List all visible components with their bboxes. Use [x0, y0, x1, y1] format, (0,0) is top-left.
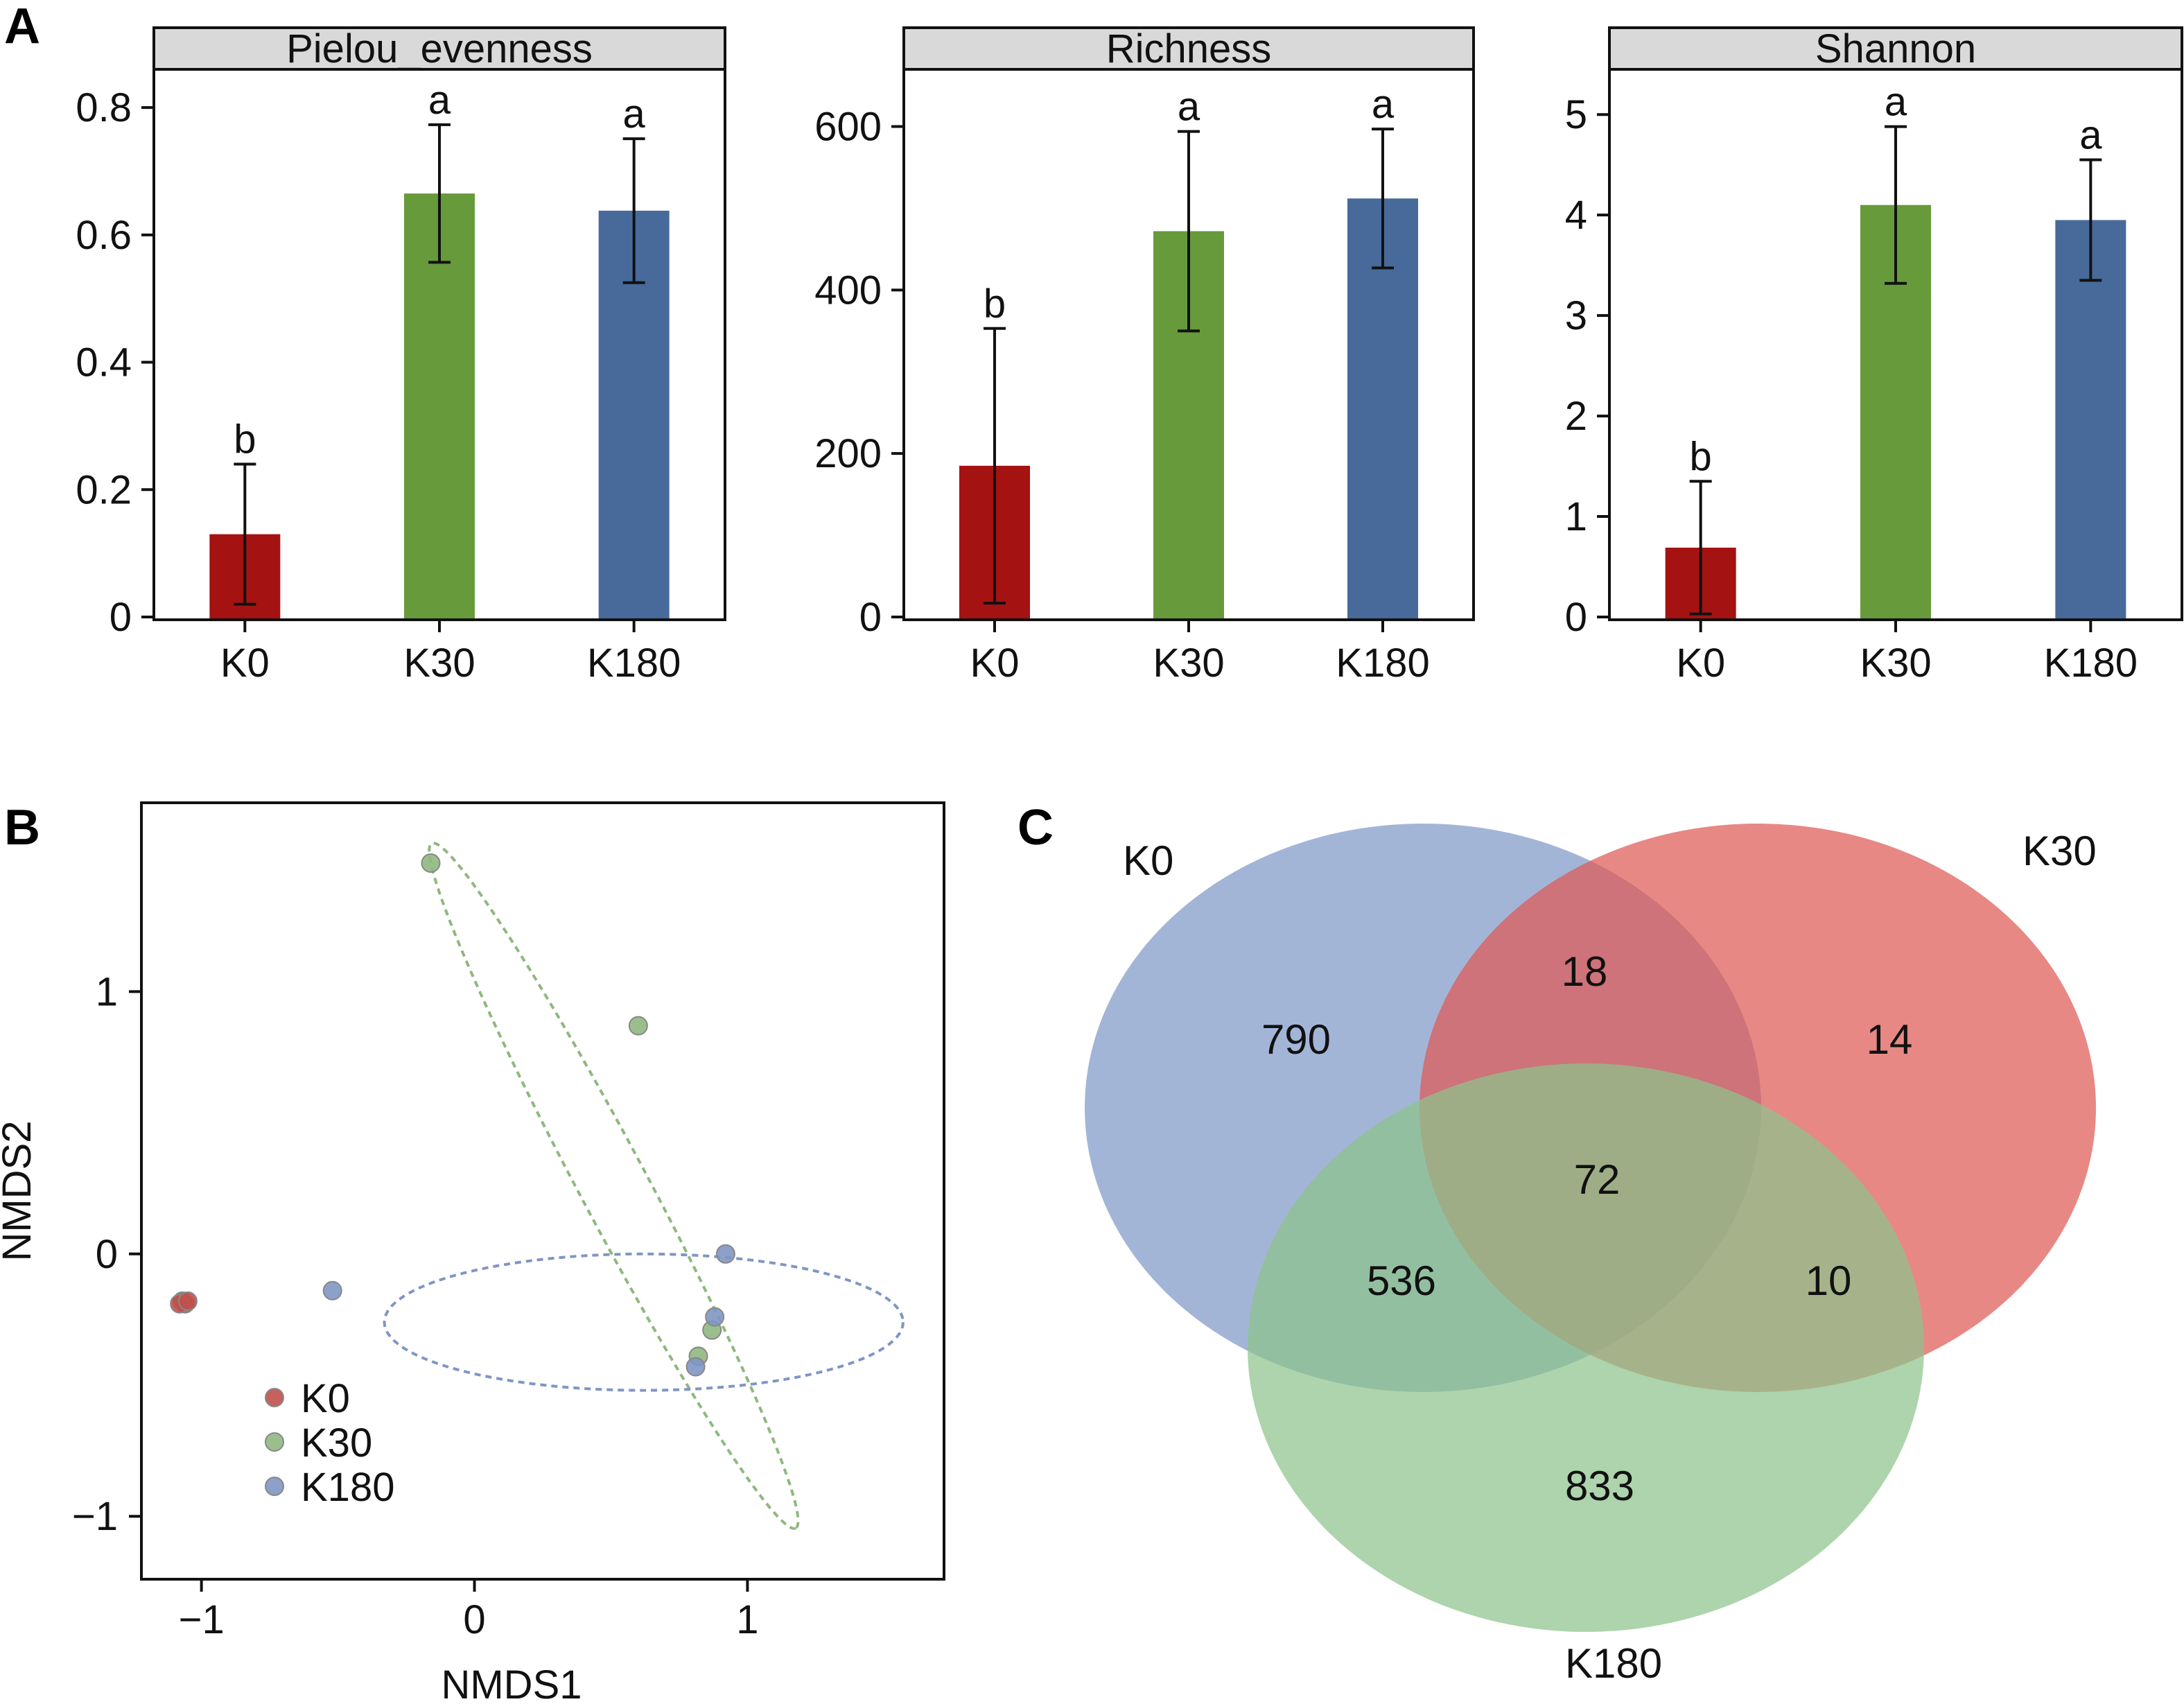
legend-label-k30: K30 — [301, 1420, 372, 1466]
y-tick-label: 5 — [1565, 92, 1587, 137]
point-k180 — [685, 1357, 706, 1377]
x-tick-label-k180: K180 — [1336, 641, 1429, 686]
strip-title: Shannon — [1815, 26, 1976, 71]
y-tick-label: 600 — [814, 105, 882, 150]
legend-label-k0: K0 — [301, 1376, 350, 1421]
strip-header — [1608, 26, 2183, 71]
y-axis-title: NMDS2 — [0, 1120, 40, 1261]
y-tick-label: 0.6 — [76, 213, 132, 258]
y-tick-label: 0.4 — [76, 340, 132, 385]
x-tick-label-k0: K0 — [220, 641, 270, 686]
significance-letter-k30: a — [1885, 80, 1907, 125]
y-tick-label: 1 — [1565, 494, 1587, 539]
y-tick-label: 2 — [1565, 394, 1587, 439]
x-tick-label-k30: K30 — [403, 641, 475, 686]
venn-count-k0-only: 790 — [1261, 1016, 1331, 1063]
nmds-frame — [140, 801, 945, 1581]
venn-count-k0-k30: 18 — [1562, 948, 1608, 995]
y-tick-label: 0 — [859, 595, 882, 640]
x-tick-label: 1 — [736, 1597, 758, 1642]
confidence-ellipse-k30 — [428, 842, 800, 1530]
x-tick-label-k0: K0 — [1676, 641, 1725, 686]
point-k180 — [322, 1280, 342, 1301]
venn-count-k180-only: 833 — [1565, 1463, 1634, 1509]
significance-letter-k180: a — [1372, 82, 1395, 127]
bar-k180 — [2055, 220, 2126, 619]
bar-chart-shannon: Shannon 0 1 2 3 4 5 b K0 a K30 a K180 — [1565, 26, 2183, 686]
confidence-ellipse-k180 — [383, 1252, 905, 1392]
y-tick-label: 4 — [1565, 193, 1587, 238]
venn-count-all: 72 — [1574, 1156, 1620, 1203]
point-k30 — [421, 853, 441, 873]
significance-letter-k30: a — [1178, 85, 1200, 130]
significance-letter-k0: b — [984, 281, 1006, 327]
strip-title: Pielou_evenness — [286, 26, 593, 71]
bar-k30 — [404, 193, 475, 618]
y-tick-label: 1 — [96, 969, 118, 1014]
x-tick-label-k180: K180 — [587, 641, 681, 686]
x-axis-title: NMDS1 — [441, 1662, 582, 1704]
legend-label-k180: K180 — [301, 1465, 394, 1510]
significance-letter-k0: b — [1690, 434, 1712, 479]
series-k30 — [421, 842, 800, 1530]
venn-count-k30-only: 14 — [1867, 1016, 1913, 1063]
y-tick-label: 400 — [814, 268, 882, 313]
x-tick-label-k30: K30 — [1860, 641, 1931, 686]
x-tick-label-k30: K30 — [1153, 641, 1224, 686]
bar-charts: Pielou_evenness 0 0.2 0.4 0.6 0.8 b K0 a K30 a K180… — [76, 26, 2183, 686]
y-tick-label: −1 — [72, 1494, 118, 1539]
point-k30 — [628, 1016, 648, 1036]
bar-chart-richness: Richness 0 200 400 600 b K0 a K30 a K180 — [814, 26, 1475, 686]
venn-count-k30-k180: 10 — [1806, 1258, 1852, 1304]
x-tick-label: 0 — [463, 1597, 485, 1642]
strip-title: Richness — [1106, 26, 1272, 71]
significance-letter-k30: a — [428, 78, 451, 123]
y-tick-label: 0 — [110, 595, 132, 640]
panel-label-c: C — [1017, 800, 1054, 855]
strip-header — [152, 26, 726, 71]
y-tick-label: 0 — [96, 1232, 118, 1277]
legend-marker-k30 — [265, 1432, 284, 1452]
venn-set-label-k180: K180 — [1565, 1640, 1662, 1687]
series-k0 — [170, 1291, 198, 1314]
panel-label-a: A — [4, 0, 40, 54]
significance-letter-k180: a — [623, 92, 646, 137]
point-k180 — [715, 1244, 735, 1264]
series-k180 — [322, 1244, 905, 1392]
y-tick-label: 0.8 — [76, 85, 132, 130]
point-k180 — [705, 1307, 725, 1327]
venn-count-k0-k180: 536 — [1367, 1258, 1436, 1304]
y-tick-label: 200 — [814, 431, 882, 476]
panel-label-b: B — [4, 800, 40, 855]
venn-diagram: K0 K30 K180 790 18 14 72 536 10 833 — [1085, 824, 2097, 1687]
x-tick-label-k0: K0 — [970, 641, 1020, 686]
venn-circle-k180 — [1248, 1063, 1924, 1632]
y-tick-label: 0 — [1565, 595, 1587, 640]
x-tick-label: −1 — [179, 1597, 225, 1642]
y-tick-label: 0.2 — [76, 467, 132, 512]
significance-letter-k180: a — [2079, 112, 2102, 157]
venn-set-label-k30: K30 — [2023, 828, 2097, 874]
point-k0 — [177, 1291, 198, 1311]
legend-marker-k180 — [265, 1477, 284, 1496]
bar-chart-pielou-evenness: Pielou_evenness 0 0.2 0.4 0.6 0.8 b K0 a K30 a K180 — [76, 26, 726, 686]
venn-set-label-k0: K0 — [1123, 837, 1173, 884]
x-tick-label-k180: K180 — [2044, 641, 2138, 686]
significance-letter-k0: b — [234, 417, 256, 462]
y-tick-label: 3 — [1565, 293, 1587, 338]
strip-header — [902, 26, 1475, 71]
legend-marker-k0 — [265, 1388, 284, 1407]
